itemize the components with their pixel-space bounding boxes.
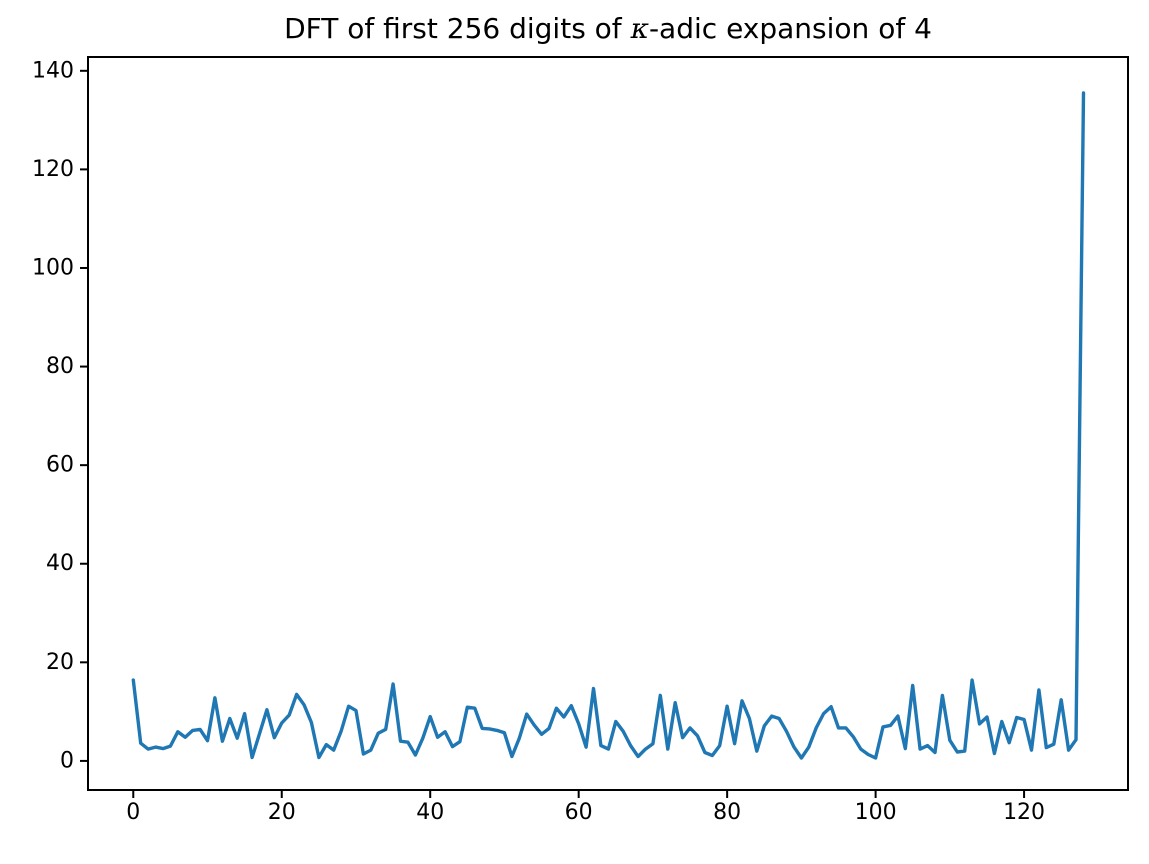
y-axis-tick-label: 100 bbox=[32, 255, 74, 280]
x-axis-tick-label: 40 bbox=[416, 800, 444, 825]
y-axis-tick-label: 0 bbox=[60, 748, 74, 773]
y-axis-tick-label: 40 bbox=[46, 551, 74, 576]
x-axis-tick-label: 60 bbox=[565, 800, 593, 825]
title-kappa-symbol: κ bbox=[630, 12, 649, 45]
x-axis-tick-label: 0 bbox=[126, 800, 140, 825]
y-axis-tick-label: 60 bbox=[46, 453, 74, 478]
x-axis-tick-label: 20 bbox=[268, 800, 296, 825]
title-text-suffix: -adic expansion of 4 bbox=[648, 12, 932, 45]
y-axis-tick-label: 80 bbox=[46, 354, 74, 379]
y-axis-tick-label: 140 bbox=[32, 58, 74, 83]
y-axis-tick-label: 20 bbox=[46, 650, 74, 675]
x-axis-tick-label: 120 bbox=[1003, 800, 1045, 825]
x-axis-tick-label: 80 bbox=[713, 800, 741, 825]
dft-data-line bbox=[131, 91, 1086, 760]
chart-title: DFT of first 256 digits of κ-adic expans… bbox=[88, 12, 1128, 45]
title-text-prefix: DFT of first 256 digits of bbox=[284, 12, 631, 45]
y-axis-tick-label: 120 bbox=[32, 157, 74, 182]
x-axis-tick-label: 100 bbox=[855, 800, 897, 825]
plot-border bbox=[87, 56, 1129, 791]
